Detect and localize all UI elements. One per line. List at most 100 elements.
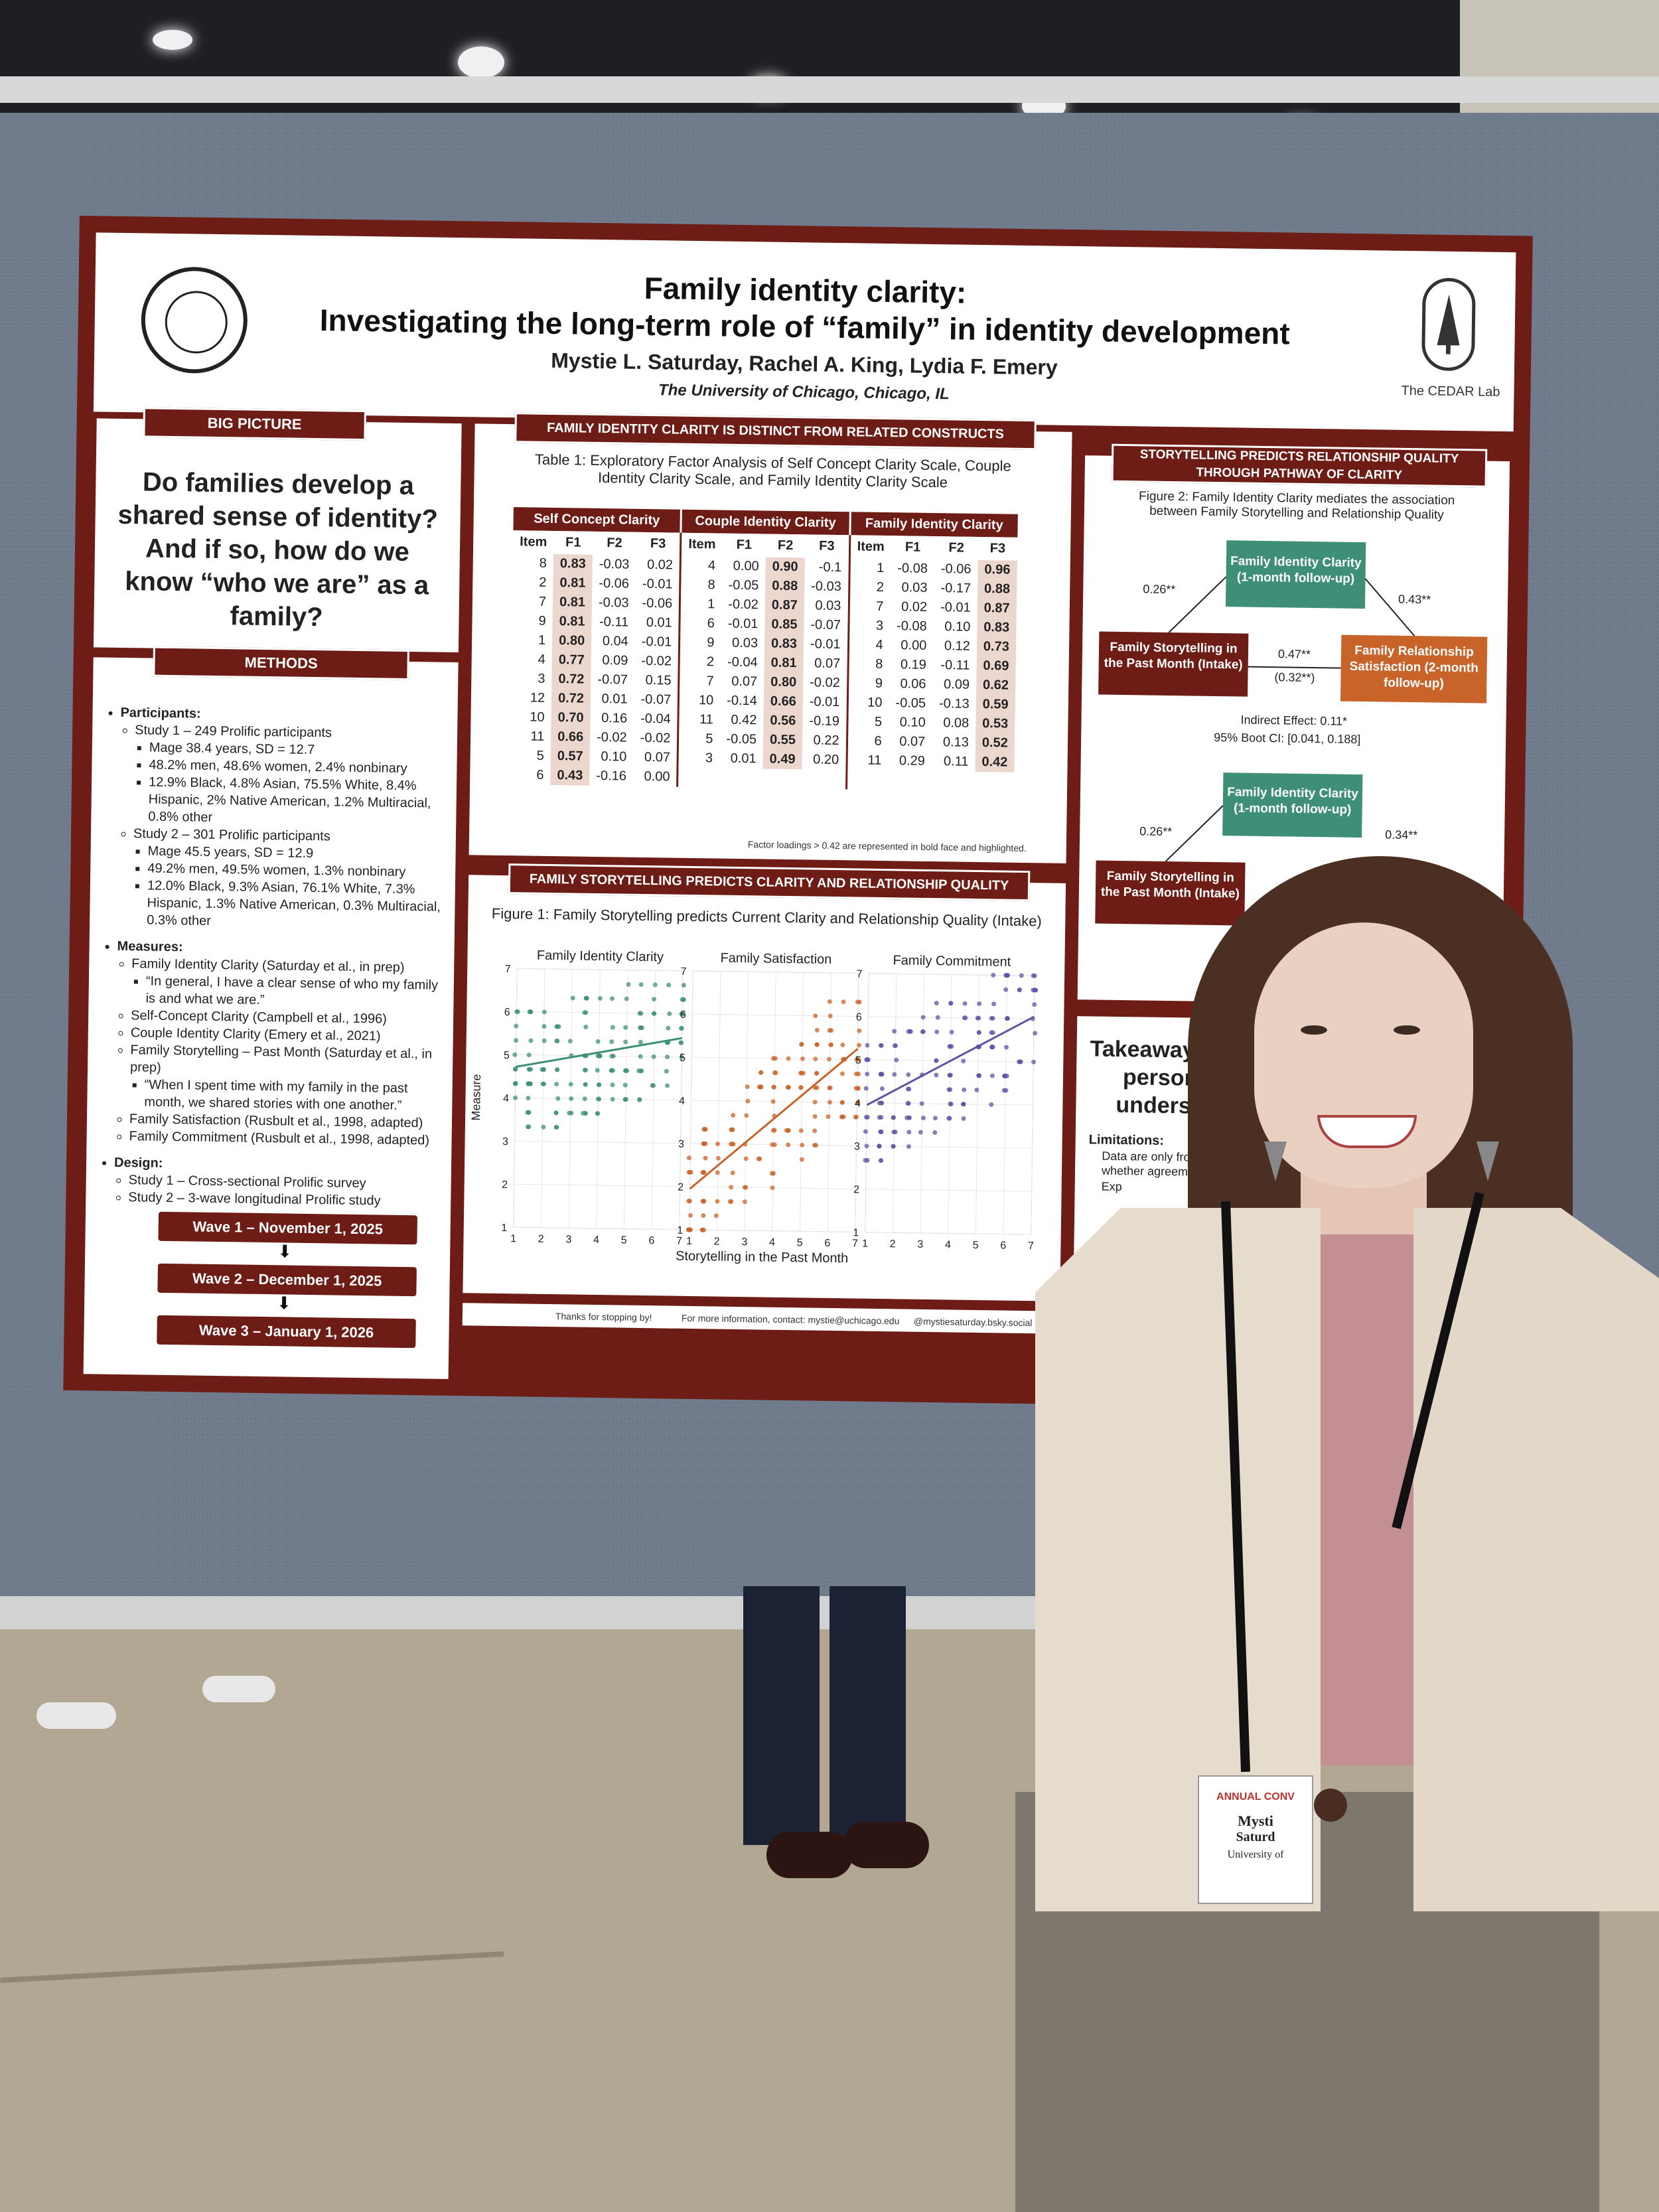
table1-banner: FAMILY IDENTITY CLARITY IS DISTINCT FROM… <box>514 412 1037 451</box>
data-point <box>962 1087 967 1092</box>
table-cell: 1 <box>680 594 722 615</box>
data-point <box>1033 1031 1038 1036</box>
data-point <box>1004 1045 1009 1050</box>
data-point <box>729 1185 734 1190</box>
table-cell: 0.83 <box>764 634 804 654</box>
data-point <box>786 1084 791 1090</box>
data-point <box>799 1157 804 1162</box>
poster-header: The CEDAR Lab Family identity clarity: I… <box>93 232 1516 432</box>
table-cell: 0.83 <box>977 617 1017 638</box>
panel-title: Family Commitment <box>893 953 1011 969</box>
table-cell: 0.43 <box>550 765 590 786</box>
column-header: F2 <box>934 536 979 560</box>
data-point <box>742 1199 747 1205</box>
face <box>1254 922 1473 1188</box>
study2-label: Study 2 – 301 Prolific participants <box>133 826 330 844</box>
table-cell: -0.02 <box>597 729 627 745</box>
table-cell: -0.06 <box>599 575 630 591</box>
data-point <box>528 1009 534 1015</box>
data-point <box>919 1101 924 1106</box>
ceiling-light <box>458 46 504 78</box>
data-point <box>828 1042 833 1047</box>
data-point <box>800 1142 805 1147</box>
data-point <box>989 1102 994 1107</box>
data-point <box>622 1082 628 1088</box>
column-header: Item <box>512 530 554 555</box>
x-tick-label: 6 <box>824 1238 830 1249</box>
data-point <box>652 997 657 1002</box>
table-cell: 3 <box>848 616 891 636</box>
data-point <box>863 1086 869 1091</box>
table-cell: -0.17 <box>940 581 972 596</box>
table-cell: 0.12 <box>944 638 971 654</box>
data-point <box>715 1170 720 1175</box>
data-point <box>555 1096 561 1101</box>
table-cell: -0.01 <box>642 576 673 592</box>
data-point <box>893 1043 898 1049</box>
y-tick-label: 6 <box>504 1007 510 1018</box>
table-cell: -0.01 <box>809 694 840 710</box>
data-point <box>583 1110 588 1116</box>
table-cell: 0.72 <box>551 689 591 709</box>
data-point <box>526 1067 532 1072</box>
data-point <box>879 1129 884 1134</box>
table-cell: 0.73 <box>976 636 1017 657</box>
table-cell: 9 <box>847 674 890 694</box>
data-point <box>906 1115 912 1120</box>
table1-caption: Table 1: Exploratory Factor Analysis of … <box>534 451 1011 491</box>
table-cell: -0.04 <box>727 654 758 670</box>
y-tick-label: 5 <box>680 1053 685 1064</box>
data-point <box>679 1055 684 1060</box>
table-cell: -0.05 <box>728 577 759 593</box>
table-cell: -0.08 <box>896 619 927 634</box>
table-cell: 0.09 <box>602 653 628 668</box>
design-study2: Study 2 – 3-wave longitudinal Prolific s… <box>128 1189 444 1211</box>
data-point <box>961 1102 966 1107</box>
data-point <box>703 1155 708 1161</box>
x-tick-label: 6 <box>648 1235 654 1246</box>
data-point <box>686 1155 691 1161</box>
regression-line <box>515 1037 683 1068</box>
x-tick-label: 1 <box>862 1238 868 1250</box>
data-point <box>610 1096 615 1102</box>
data-point <box>583 1067 588 1072</box>
data-point <box>948 1101 954 1106</box>
data-point <box>1019 973 1024 978</box>
column-header: F1 <box>553 531 593 555</box>
x-tick-label: 4 <box>945 1239 951 1250</box>
data-point <box>665 1083 670 1088</box>
data-point <box>865 1043 870 1048</box>
column-header: F2 <box>765 534 806 558</box>
data-point <box>610 996 615 1001</box>
table-cell: 9 <box>679 632 721 653</box>
data-point <box>813 1057 818 1062</box>
data-point <box>894 1057 899 1063</box>
data-point <box>962 1015 967 1021</box>
data-point <box>770 1056 776 1061</box>
data-point <box>1005 1016 1010 1021</box>
table-cell <box>975 772 1014 792</box>
data-point <box>701 1170 707 1175</box>
data-point <box>947 1116 952 1121</box>
data-point <box>555 1024 560 1029</box>
data-point <box>667 1011 672 1017</box>
data-point <box>841 999 846 1005</box>
smile <box>1317 1115 1417 1148</box>
data-point <box>1031 1059 1037 1065</box>
table-cell: 6 <box>680 613 722 634</box>
table-cell: -0.07 <box>810 617 841 633</box>
y-tick-label: 3 <box>502 1136 508 1147</box>
data-point <box>743 1156 749 1161</box>
data-point <box>679 1011 684 1017</box>
data-point <box>892 1072 897 1077</box>
data-point <box>666 982 672 988</box>
data-point <box>570 995 575 1001</box>
study1-race: 12.9% Black, 4.8% Asian, 75.5% White, 8.… <box>148 774 450 830</box>
data-point <box>699 1227 705 1232</box>
table-cell <box>762 769 802 788</box>
table-cell: 0.42 <box>975 752 1015 773</box>
data-point <box>827 1028 832 1033</box>
table-cell: 3 <box>538 671 545 686</box>
data-point <box>1003 987 1009 992</box>
table-cell <box>846 770 889 790</box>
